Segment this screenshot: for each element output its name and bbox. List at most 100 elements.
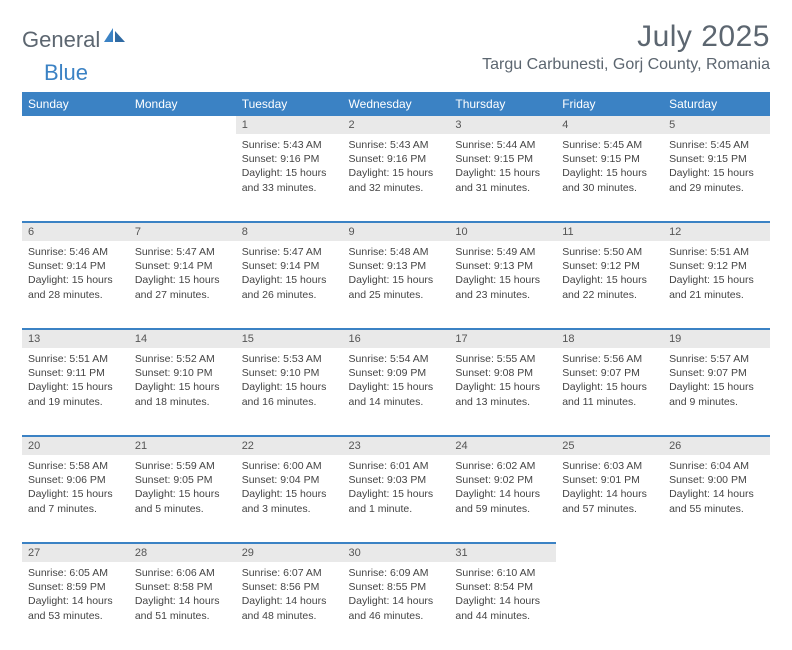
sunset-text: Sunset: 9:14 PM: [28, 259, 123, 273]
sunrise-text: Sunrise: 5:44 AM: [455, 138, 550, 152]
daylight-text: and 46 minutes.: [349, 609, 444, 623]
sunset-text: Sunset: 9:16 PM: [242, 152, 337, 166]
day-content-cell: Sunrise: 5:48 AMSunset: 9:13 PMDaylight:…: [343, 241, 450, 329]
sunset-text: Sunset: 8:59 PM: [28, 580, 123, 594]
sunrise-text: Sunrise: 5:47 AM: [135, 245, 230, 259]
sunset-text: Sunset: 9:06 PM: [28, 473, 123, 487]
sunset-text: Sunset: 9:14 PM: [135, 259, 230, 273]
sunset-text: Sunset: 9:01 PM: [562, 473, 657, 487]
day-number-cell: 6: [22, 222, 129, 241]
sunrise-text: Sunrise: 5:53 AM: [242, 352, 337, 366]
sunset-text: Sunset: 9:05 PM: [135, 473, 230, 487]
daylight-text: Daylight: 14 hours: [455, 594, 550, 608]
day-number-cell: 21: [129, 436, 236, 455]
day-content-cell: Sunrise: 5:53 AMSunset: 9:10 PMDaylight:…: [236, 348, 343, 436]
weekday-header: Thursday: [449, 92, 556, 116]
day-number-cell: 9: [343, 222, 450, 241]
day-number-cell: 8: [236, 222, 343, 241]
daylight-text: Daylight: 15 hours: [349, 166, 444, 180]
daylight-text: Daylight: 15 hours: [562, 380, 657, 394]
weekday-header: Wednesday: [343, 92, 450, 116]
day-number-cell: 5: [663, 116, 770, 134]
day-number-cell: 27: [22, 543, 129, 562]
sunrise-text: Sunrise: 6:07 AM: [242, 566, 337, 580]
daylight-text: Daylight: 15 hours: [562, 166, 657, 180]
sunset-text: Sunset: 9:10 PM: [135, 366, 230, 380]
sunrise-text: Sunrise: 5:46 AM: [28, 245, 123, 259]
daylight-text: and 13 minutes.: [455, 395, 550, 409]
sunrise-text: Sunrise: 6:03 AM: [562, 459, 657, 473]
daylight-text: Daylight: 15 hours: [349, 380, 444, 394]
day-content-cell: Sunrise: 5:45 AMSunset: 9:15 PMDaylight:…: [556, 134, 663, 222]
day-number-cell: 4: [556, 116, 663, 134]
daylight-text: and 44 minutes.: [455, 609, 550, 623]
daylight-text: Daylight: 14 hours: [562, 487, 657, 501]
daylight-text: Daylight: 15 hours: [562, 273, 657, 287]
sunset-text: Sunset: 9:15 PM: [669, 152, 764, 166]
sunset-text: Sunset: 9:15 PM: [562, 152, 657, 166]
daylight-text: Daylight: 14 hours: [669, 487, 764, 501]
day-number-cell: 22: [236, 436, 343, 455]
day-content-cell: Sunrise: 6:10 AMSunset: 8:54 PMDaylight:…: [449, 562, 556, 650]
sunset-text: Sunset: 9:03 PM: [349, 473, 444, 487]
page: General July 2025 Targu Carbunesti, Gorj…: [0, 0, 792, 650]
daylight-text: Daylight: 15 hours: [242, 166, 337, 180]
logo-sail-icon: [104, 26, 126, 49]
day-number-cell: 2: [343, 116, 450, 134]
sunrise-text: Sunrise: 5:52 AM: [135, 352, 230, 366]
sunrise-text: Sunrise: 5:51 AM: [28, 352, 123, 366]
daylight-text: Daylight: 14 hours: [28, 594, 123, 608]
sunrise-text: Sunrise: 6:05 AM: [28, 566, 123, 580]
daylight-text: and 30 minutes.: [562, 181, 657, 195]
daylight-text: and 1 minute.: [349, 502, 444, 516]
day-content-cell: Sunrise: 6:01 AMSunset: 9:03 PMDaylight:…: [343, 455, 450, 543]
daylight-text: and 11 minutes.: [562, 395, 657, 409]
day-number-cell: 17: [449, 329, 556, 348]
daylight-text: and 48 minutes.: [242, 609, 337, 623]
sunrise-text: Sunrise: 5:50 AM: [562, 245, 657, 259]
day-number-cell: 11: [556, 222, 663, 241]
sunset-text: Sunset: 9:10 PM: [242, 366, 337, 380]
daylight-text: Daylight: 15 hours: [28, 380, 123, 394]
sunset-text: Sunset: 9:13 PM: [455, 259, 550, 273]
sunset-text: Sunset: 9:09 PM: [349, 366, 444, 380]
day-content-cell: Sunrise: 5:43 AMSunset: 9:16 PMDaylight:…: [343, 134, 450, 222]
day-content-cell: Sunrise: 5:56 AMSunset: 9:07 PMDaylight:…: [556, 348, 663, 436]
daylight-text: and 23 minutes.: [455, 288, 550, 302]
daylight-text: and 25 minutes.: [349, 288, 444, 302]
daylight-text: Daylight: 14 hours: [455, 487, 550, 501]
day-content-cell: Sunrise: 5:51 AMSunset: 9:12 PMDaylight:…: [663, 241, 770, 329]
sunrise-text: Sunrise: 5:57 AM: [669, 352, 764, 366]
daylight-text: and 5 minutes.: [135, 502, 230, 516]
day-content-cell: Sunrise: 5:49 AMSunset: 9:13 PMDaylight:…: [449, 241, 556, 329]
sunrise-text: Sunrise: 5:49 AM: [455, 245, 550, 259]
daylight-text: Daylight: 15 hours: [135, 380, 230, 394]
day-number-row: 6789101112: [22, 222, 770, 241]
sunset-text: Sunset: 9:08 PM: [455, 366, 550, 380]
daylight-text: and 55 minutes.: [669, 502, 764, 516]
day-number-cell: 12: [663, 222, 770, 241]
daylight-text: and 31 minutes.: [455, 181, 550, 195]
day-content-cell: Sunrise: 5:54 AMSunset: 9:09 PMDaylight:…: [343, 348, 450, 436]
weekday-header: Tuesday: [236, 92, 343, 116]
location-subtitle: Targu Carbunesti, Gorj County, Romania: [482, 56, 770, 74]
daylight-text: Daylight: 15 hours: [669, 166, 764, 180]
day-number-cell: 28: [129, 543, 236, 562]
day-content-cell: [22, 134, 129, 222]
day-content-row: Sunrise: 5:51 AMSunset: 9:11 PMDaylight:…: [22, 348, 770, 436]
day-content-row: Sunrise: 6:05 AMSunset: 8:59 PMDaylight:…: [22, 562, 770, 650]
daylight-text: and 16 minutes.: [242, 395, 337, 409]
sunset-text: Sunset: 9:00 PM: [669, 473, 764, 487]
day-content-cell: Sunrise: 5:50 AMSunset: 9:12 PMDaylight:…: [556, 241, 663, 329]
day-content-cell: Sunrise: 5:57 AMSunset: 9:07 PMDaylight:…: [663, 348, 770, 436]
day-content-cell: Sunrise: 5:46 AMSunset: 9:14 PMDaylight:…: [22, 241, 129, 329]
daylight-text: and 14 minutes.: [349, 395, 444, 409]
day-number-cell: [22, 116, 129, 134]
daylight-text: and 22 minutes.: [562, 288, 657, 302]
brand-logo: General: [22, 20, 128, 53]
day-content-cell: Sunrise: 6:03 AMSunset: 9:01 PMDaylight:…: [556, 455, 663, 543]
month-title: July 2025: [482, 20, 770, 54]
sunrise-text: Sunrise: 5:56 AM: [562, 352, 657, 366]
daylight-text: and 18 minutes.: [135, 395, 230, 409]
daylight-text: and 7 minutes.: [28, 502, 123, 516]
